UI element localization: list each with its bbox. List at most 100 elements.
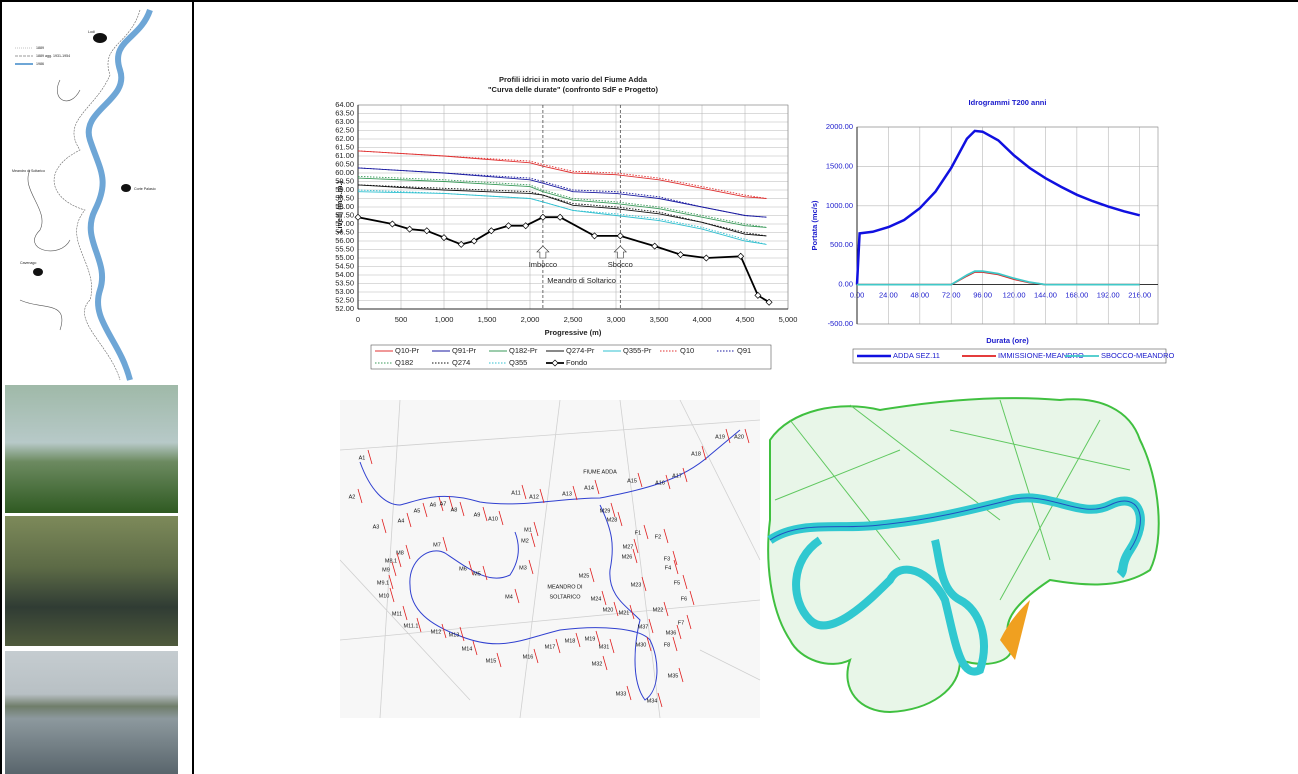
map-label: Meandro di Soltarico	[12, 169, 45, 173]
section-tick	[438, 496, 444, 512]
data-point	[737, 252, 745, 260]
section-label: F4	[665, 565, 671, 571]
section-label: M23	[631, 582, 642, 588]
data-point	[765, 298, 773, 306]
section-tick	[367, 449, 373, 465]
section-label: M7	[433, 542, 441, 548]
photo	[5, 385, 178, 513]
x-axis-title: Durata (ore)	[986, 336, 1029, 345]
legend-label: Q274-Pr	[566, 346, 595, 355]
section-tick	[602, 655, 608, 671]
town	[33, 268, 43, 276]
y-tick-label: 59.00	[335, 185, 354, 194]
data-point	[651, 242, 659, 250]
data-point	[354, 213, 362, 221]
section-label: M4	[505, 594, 513, 600]
meander-mesh	[792, 536, 988, 676]
series-line	[357, 167, 767, 218]
legend-label: ADDA SEZ.11	[893, 351, 940, 360]
y-tick-label: 58.50	[335, 193, 354, 202]
section-tick	[663, 601, 669, 617]
section-label: A1	[359, 455, 366, 461]
section-tick	[617, 511, 623, 527]
section-label: M20	[603, 607, 614, 613]
data-point	[754, 291, 762, 299]
legend-box	[370, 344, 772, 370]
meander-label: SOLTARICO	[550, 594, 582, 600]
y-tick-label: 55.00	[335, 253, 354, 262]
photo	[5, 516, 178, 646]
section-label: M19	[585, 636, 596, 642]
section-tick	[646, 636, 652, 652]
section-tick	[459, 501, 465, 517]
y-tick-label: 64.00	[335, 100, 354, 109]
series-line	[855, 129, 1141, 285]
section-label: M32	[592, 661, 603, 667]
section-label: A7	[440, 501, 447, 507]
meander-axis	[409, 504, 658, 701]
y-tick-label: 60.00	[335, 168, 354, 177]
section-tick	[405, 544, 411, 560]
y-tick-label: 57.00	[335, 219, 354, 228]
annotation: Meandro di Soltarico	[547, 276, 616, 285]
section-label: M29	[600, 508, 611, 514]
data-point	[539, 213, 547, 221]
section-label: M2	[521, 538, 529, 544]
section-label: A2	[349, 494, 356, 500]
legend-label: Q182-Pr	[509, 346, 538, 355]
section-label: A5	[414, 508, 421, 514]
map-label: 1889	[36, 46, 44, 50]
x-tick-label: 4,000	[693, 315, 712, 324]
map-label: 1889 agg. 1931-1954	[36, 54, 70, 58]
section-tick	[459, 626, 465, 642]
chart-title: Profili idrici in moto vario del Fiume A…	[499, 75, 648, 84]
y-tick-label: 60.50	[335, 159, 354, 168]
section-label: M14	[462, 646, 473, 652]
series-line	[357, 189, 767, 245]
x-axis-title: Progressive (m)	[545, 328, 602, 337]
old-meanders	[19, 79, 81, 331]
section-label: A19	[715, 434, 725, 440]
y-tick-label: 63.00	[335, 117, 354, 126]
data-point	[677, 251, 684, 259]
chart-hydrograph: Idrogrammi T200 anni -500.00 0.00 500.00 100…	[810, 98, 1175, 364]
section-tick	[626, 685, 632, 701]
section-label: M34	[647, 698, 658, 704]
series-line	[357, 175, 767, 228]
y-tick-label: 2000.00	[826, 122, 853, 131]
section-tick	[633, 538, 639, 554]
section-label: A13	[562, 491, 572, 497]
marker-arrow	[536, 245, 550, 259]
town	[121, 184, 131, 192]
series-line	[357, 150, 767, 199]
section-tick	[396, 552, 402, 568]
legend-label: Q91-Pr	[452, 346, 477, 355]
section-label: M9	[382, 567, 390, 573]
section-tick	[402, 605, 408, 621]
y-tick-label: 53.00	[335, 287, 354, 296]
y-tick-label: 0.00	[838, 280, 853, 289]
sidebar-map: 1889 1889 agg. 1931-1954 1986 Lodi Meandro d…	[12, 8, 156, 381]
section-tick	[381, 518, 387, 534]
section-tick	[689, 590, 695, 606]
old-course	[53, 9, 141, 381]
x-tick-label: 0	[356, 315, 360, 324]
data-point	[440, 234, 448, 242]
section-label: M17	[545, 644, 556, 650]
section-tick	[672, 636, 678, 652]
section-label: M11.1	[404, 623, 419, 629]
section-label: M18	[565, 638, 576, 644]
y-axis-title: Livelli (m s.m.)	[335, 180, 344, 233]
legend-label: Q355	[509, 358, 527, 367]
section-tick	[682, 574, 688, 590]
section-tick	[686, 614, 692, 630]
marker-label: Imbocco	[529, 260, 557, 269]
section-tick	[442, 536, 448, 552]
section-label: A4	[398, 518, 405, 524]
section-tick	[406, 512, 412, 528]
model-domain	[767, 397, 1160, 714]
section-tick	[482, 565, 488, 581]
x-tick-label: 5,000	[779, 315, 798, 324]
y-tick-label: 500.00	[830, 240, 853, 249]
map-label: 1986	[36, 62, 44, 66]
